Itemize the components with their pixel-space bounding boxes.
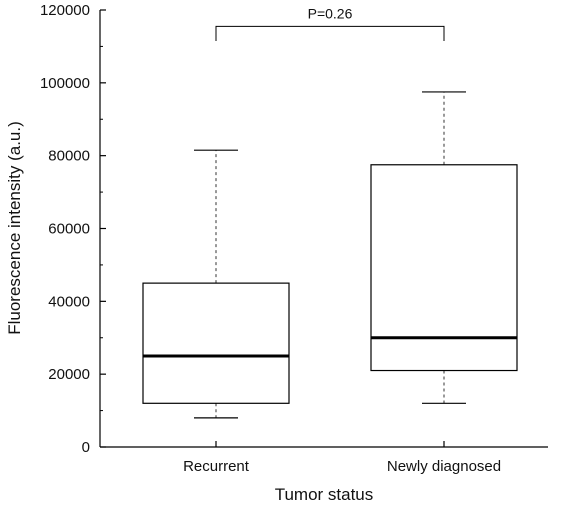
significance-annotations: P=0.26 [215, 5, 445, 41]
y-tick-label: 40000 [48, 293, 90, 310]
x-tick-label: Recurrent [183, 458, 250, 475]
iqr-box [142, 282, 290, 404]
y-tick-label: 100000 [40, 75, 90, 92]
x-axis-ticks: Recurrent Newly diagnosed [183, 441, 501, 475]
y-axis-ticks: 0 20000 40000 60000 80000 100000 120000 [40, 2, 106, 456]
y-tick-label: 120000 [40, 2, 90, 19]
y-tick-label: 20000 [48, 366, 90, 383]
x-tick-label: Newly diagnosed [387, 458, 501, 475]
iqr-box [370, 164, 518, 372]
y-tick-label: 80000 [48, 148, 90, 165]
significance-bracket [215, 25, 445, 41]
x-axis-title: Tumor status [275, 485, 374, 504]
y-tick-label: 60000 [48, 221, 90, 238]
box-series [142, 91, 518, 419]
box-recurrent [142, 149, 290, 419]
y-axis-title: Fluorescence intensity (a.u.) [5, 121, 24, 335]
p-value-label: P=0.26 [308, 5, 353, 21]
y-tick-label: 0 [82, 439, 90, 456]
box-newly-diagnosed [370, 91, 518, 404]
